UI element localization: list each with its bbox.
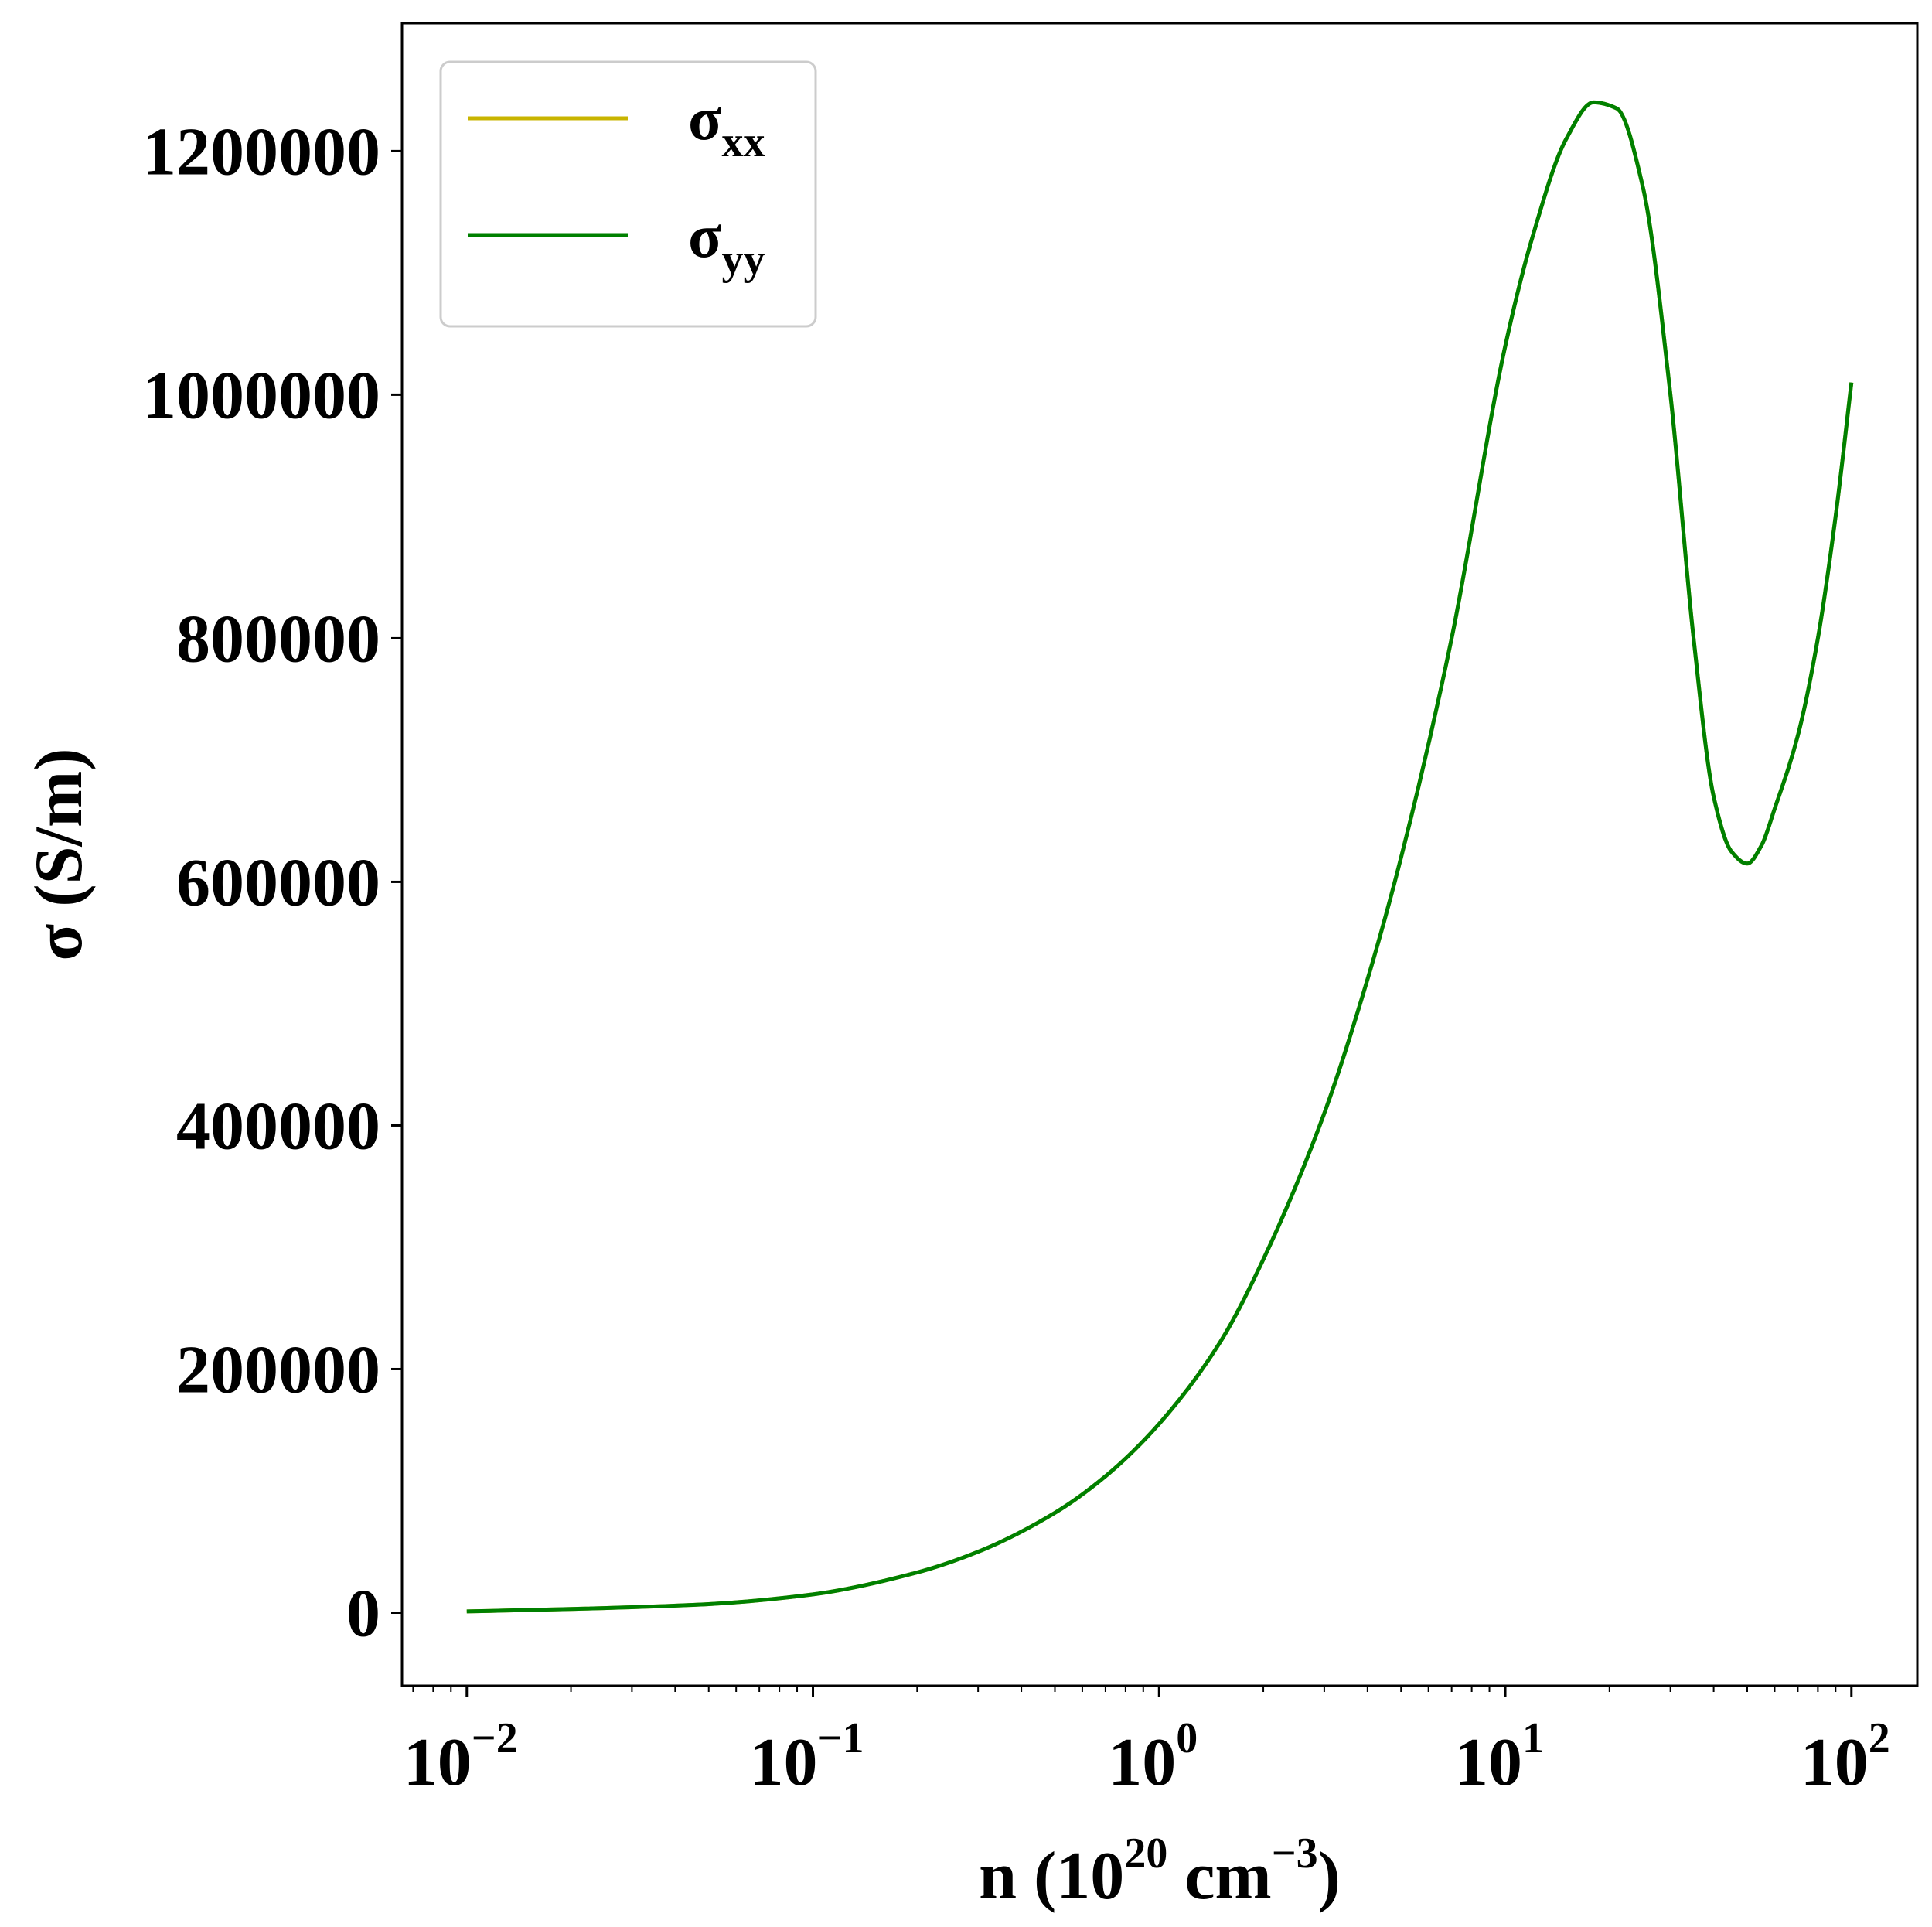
x-tick-label-2: 100 [1108,1714,1198,1800]
x-axis: 10−2 10−1 100 101 102 [404,1686,1890,1800]
legend-label-syy: σyy [688,203,765,284]
y-axis: 0 200000 400000 600000 800000 1000000 1200000 [142,114,402,1651]
y-tick-label-3: 600000 [176,845,380,920]
y-tick-label-0: 0 [346,1576,380,1651]
legend-label-sxx: σxx [688,85,765,166]
y-tick-label-2: 400000 [176,1089,380,1164]
y-axis-label: σ (S/m) [22,748,97,960]
series-layer [466,100,1854,1614]
x-tick-label-4: 102 [1801,1714,1890,1800]
x-axis-label: n (1020 cm−3) [979,1830,1341,1914]
legend: σxx σyy [439,60,817,328]
x-tick-label-1: 10−1 [750,1714,864,1800]
y-tick-label-4: 800000 [176,602,380,677]
legend-box [439,60,817,328]
x-tick-label-0: 10−2 [404,1714,518,1800]
series-line-syy [466,100,1854,1614]
y-tick-label-5: 1000000 [142,358,380,433]
x-tick-label-3: 101 [1454,1714,1544,1800]
y-tick-label-6: 1200000 [142,114,380,189]
y-tick-label-1: 200000 [176,1332,380,1407]
